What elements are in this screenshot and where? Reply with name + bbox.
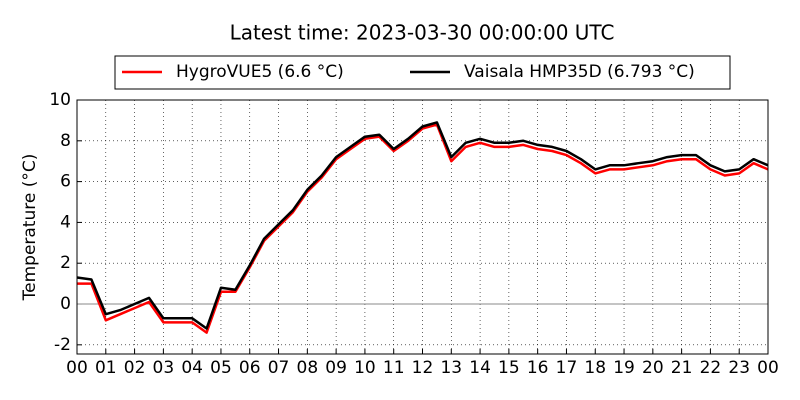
y-axis-label: Temperature (°C) <box>20 154 40 302</box>
x-tick-label: 00 <box>757 358 779 378</box>
x-tick-label: 12 <box>412 358 434 378</box>
x-tick-label: 00 <box>66 358 88 378</box>
y-tick-label: 10 <box>49 90 71 110</box>
x-tick-label: 14 <box>469 358 491 378</box>
y-tick-label: 2 <box>60 253 71 273</box>
x-tick-label: 18 <box>584 358 606 378</box>
x-tick-label: 02 <box>124 358 146 378</box>
x-tick-label: 23 <box>728 358 750 378</box>
x-tick-label: 21 <box>671 358 693 378</box>
x-tick-label: 11 <box>383 358 405 378</box>
y-tick-label: 0 <box>60 294 71 314</box>
legend-label: Vaisala HMP35D (6.793 °C) <box>464 62 695 82</box>
chart-title: Latest time: 2023-03-30 00:00:00 UTC <box>230 21 615 45</box>
x-tick-label: 17 <box>556 358 578 378</box>
x-tick-label: 07 <box>268 358 290 378</box>
y-tick-label: 8 <box>60 131 71 151</box>
x-tick-label: 19 <box>613 358 635 378</box>
x-tick-label: 05 <box>210 358 232 378</box>
x-tick-label: 20 <box>642 358 664 378</box>
x-tick-label: 10 <box>354 358 376 378</box>
x-tick-label: 03 <box>153 358 175 378</box>
y-tick-label: 4 <box>60 212 71 232</box>
x-tick-label: 04 <box>181 358 203 378</box>
x-tick-label: 15 <box>498 358 520 378</box>
plot-frame <box>76 99 769 355</box>
x-tick-label: 13 <box>440 358 462 378</box>
x-tick-label: 22 <box>700 358 722 378</box>
series-line <box>76 121 769 330</box>
series-line <box>77 123 769 334</box>
x-tick-label: 06 <box>239 358 261 378</box>
legend-label: HygroVUE5 (6.6 °C) <box>176 62 344 82</box>
x-tick-label: 09 <box>325 358 347 378</box>
x-tick-label: 01 <box>95 358 117 378</box>
y-tick-label: 6 <box>60 172 71 192</box>
y-tick-label: -2 <box>54 335 71 355</box>
x-tick-label: 08 <box>297 358 319 378</box>
x-tick-label: 16 <box>527 358 549 378</box>
